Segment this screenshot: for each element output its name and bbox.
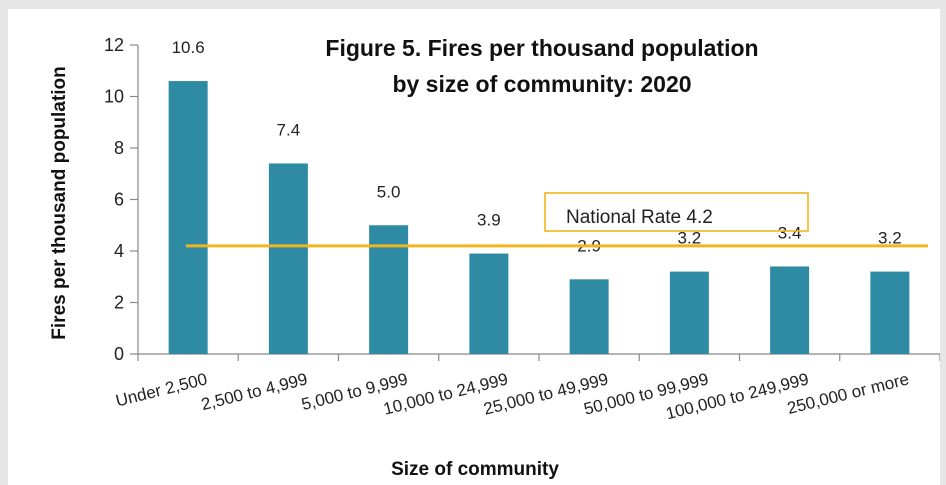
bar-value-label: 3.2 bbox=[878, 229, 902, 248]
value-labels: 10.67.45.03.92.9 3.2 3.4 3.2 bbox=[172, 38, 902, 255]
bar bbox=[268, 163, 308, 354]
chart-area: Figure 5. Fires per thousand population … bbox=[8, 9, 940, 485]
bar-value-label: 3.4 bbox=[778, 223, 802, 242]
y-tick-label: 12 bbox=[104, 35, 124, 55]
bar-value-label: 7.4 bbox=[277, 120, 301, 139]
bar bbox=[669, 271, 709, 354]
y-axis: 0 2 4 6 8 10 12 bbox=[104, 35, 139, 364]
x-axis-label: Size of community bbox=[391, 459, 559, 480]
bar-value-label: 5.0 bbox=[377, 182, 401, 201]
national-rate-reference: National Rate 4.2 bbox=[186, 192, 928, 248]
bar-value-label: 10.6 bbox=[172, 38, 205, 57]
y-tick-label: 6 bbox=[114, 190, 124, 210]
bar bbox=[469, 253, 509, 354]
x-axis bbox=[137, 353, 940, 361]
y-tick-label: 2 bbox=[114, 293, 124, 313]
y-tick-label: 4 bbox=[114, 241, 124, 261]
category-label: 2,500 to 4,999 bbox=[199, 369, 309, 414]
y-tick-label: 10 bbox=[104, 87, 124, 107]
y-tick-label: 8 bbox=[114, 138, 124, 158]
category-label: Under 2,500 bbox=[114, 369, 209, 410]
chart-title-line-1: Figure 5. Fires per thousand population bbox=[325, 35, 758, 61]
bars bbox=[168, 81, 910, 355]
bar-value-label: 3.9 bbox=[477, 211, 501, 230]
reference-label-box bbox=[544, 192, 809, 232]
y-axis-label: Fires per thousand population bbox=[49, 66, 70, 339]
bar bbox=[569, 279, 609, 354]
bar bbox=[168, 81, 208, 355]
bar-chart: Figure 5. Fires per thousand population … bbox=[49, 35, 940, 480]
bar bbox=[870, 271, 910, 354]
y-tick-label: 0 bbox=[114, 344, 124, 364]
bar-value-label: 3.2 bbox=[678, 229, 702, 248]
bar bbox=[770, 266, 810, 354]
reference-label: National Rate 4.2 bbox=[566, 207, 713, 228]
chart-title-line-2: by size of community: 2020 bbox=[392, 71, 691, 97]
chart-title: Figure 5. Fires per thousand population … bbox=[325, 35, 758, 97]
